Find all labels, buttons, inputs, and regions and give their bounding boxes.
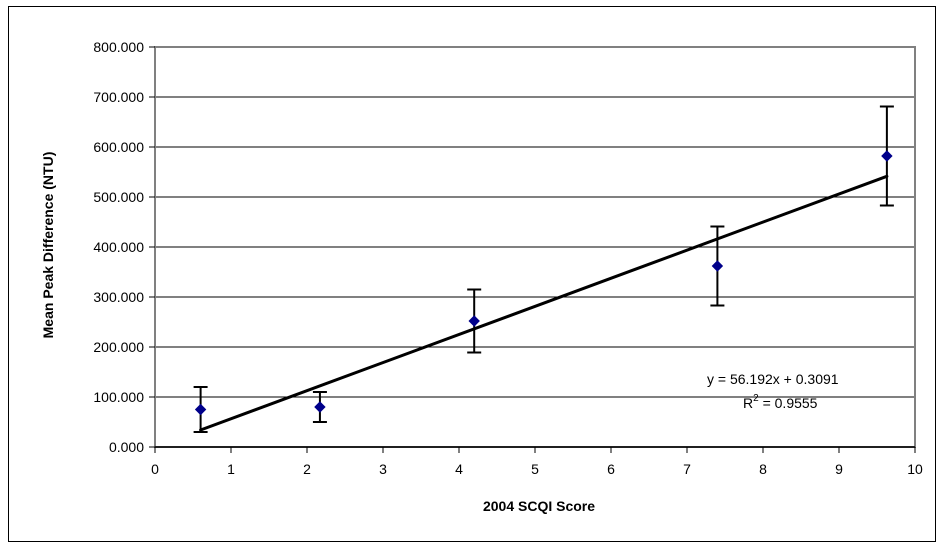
- x-axis-ticks: 0 1 2 3 4 5 6 7 8 9 10: [151, 446, 923, 477]
- y-axis-title: Mean Peak Difference (NTU): [40, 152, 56, 339]
- data-point: [881, 150, 893, 162]
- trendline-equation: y = 56.192x + 0.3091: [707, 371, 839, 387]
- y-tick-label: 600.000: [93, 139, 144, 155]
- gridlines: [155, 46, 915, 448]
- trendline-layer: [199, 174, 889, 432]
- x-tick-label: 0: [151, 461, 159, 477]
- x-tick-label: 6: [607, 461, 615, 477]
- x-axis-title: 2004 SCQI Score: [483, 498, 595, 514]
- data-point: [314, 401, 326, 413]
- x-tick-label: 5: [531, 461, 539, 477]
- y-tick-label: 700.000: [93, 89, 144, 105]
- data-point: [194, 403, 207, 416]
- y-tick-label: 300.000: [93, 289, 144, 305]
- y-axis-ticks: 0.000 100.000 200.000 300.000 400.000 500.000…: [93, 39, 155, 455]
- x-tick-label: 7: [683, 461, 691, 477]
- x-tick-label: 4: [455, 461, 463, 477]
- y-tick-label: 400.000: [93, 239, 144, 255]
- y-tick-label: 0.000: [109, 439, 144, 455]
- data-point: [711, 260, 724, 272]
- y-tick-label: 200.000: [93, 339, 144, 355]
- x-tick-label: 3: [379, 461, 387, 477]
- r-squared-value: = 0.9555: [759, 395, 818, 411]
- x-tick-label: 9: [835, 461, 843, 477]
- trendline: [199, 174, 889, 432]
- y-tick-label: 800.000: [93, 39, 144, 55]
- scatter-chart: 0.000 100.000 200.000 300.000 400.000 500.000…: [40, 39, 923, 514]
- x-tick-label: 1: [227, 461, 235, 477]
- r-squared-superscript: 2: [753, 393, 759, 404]
- y-tick-label: 100.000: [93, 389, 144, 405]
- x-tick-label: 2: [303, 461, 311, 477]
- chart-frame: 0.000 100.000 200.000 300.000 400.000 500.000…: [8, 6, 936, 542]
- r-squared-label: R2 = 0.9555: [743, 393, 818, 411]
- data-point: [468, 315, 480, 327]
- y-tick-label: 500.000: [93, 189, 144, 205]
- r-squared-symbol: R: [743, 395, 753, 411]
- x-tick-label: 10: [907, 461, 923, 477]
- x-tick-label: 8: [759, 461, 767, 477]
- data-points: [194, 150, 893, 416]
